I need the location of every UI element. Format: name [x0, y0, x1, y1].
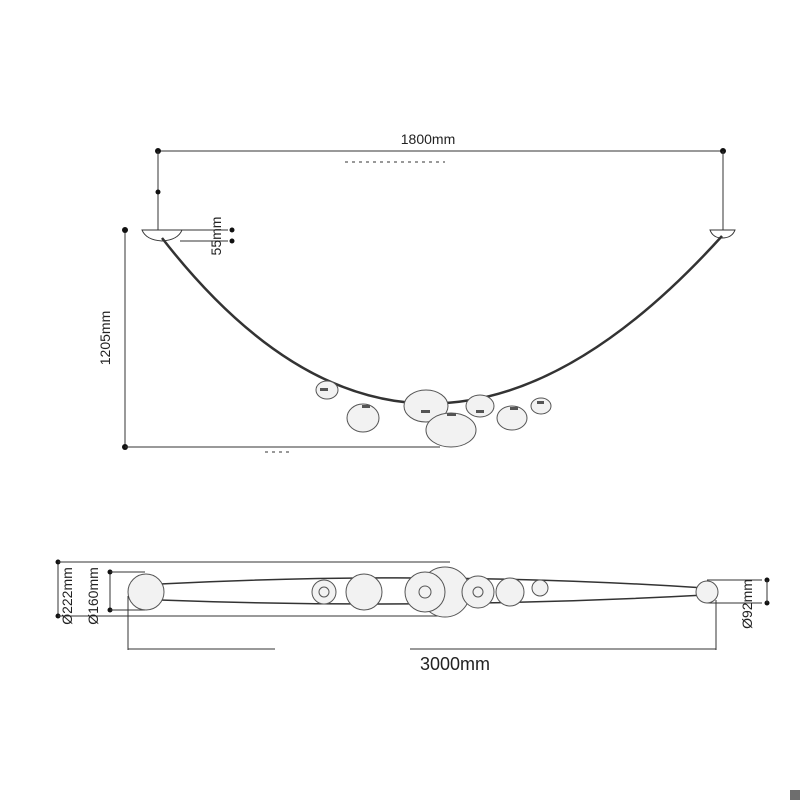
front-globes: [315, 380, 552, 448]
small-diameter-label: Ø92mm: [739, 579, 755, 629]
large-end-globe: [127, 573, 165, 611]
small-diameter-dimension: Ø92mm: [707, 577, 770, 629]
top-globes: [311, 566, 549, 618]
drop-height-label: 1205mm: [97, 311, 113, 365]
globe: [530, 397, 552, 415]
globe: [531, 579, 549, 597]
globe: [425, 412, 477, 448]
globe: [418, 585, 432, 599]
globe: [346, 403, 380, 433]
corner-mark: [790, 790, 800, 800]
globe: [496, 405, 528, 431]
front-view: 1800mm 55mm 1205mm: [97, 131, 736, 453]
globe: [318, 586, 330, 598]
total-length-dimension: 3000mm: [127, 596, 717, 674]
total-length-label: 3000mm: [420, 654, 490, 674]
medium-diameter-label: Ø160mm: [85, 567, 101, 625]
globe: [345, 573, 383, 611]
globe: [495, 577, 525, 607]
top-view: Ø222mm Ø160mm Ø92mm: [55, 559, 770, 674]
left-canopy: [141, 229, 183, 242]
globe: [472, 586, 484, 598]
right-canopy: [709, 229, 736, 239]
drop-height-dimension: 1205mm: [97, 227, 440, 453]
small-end-globe: [695, 580, 719, 604]
globe: [465, 394, 495, 418]
large-diameter-label: Ø222mm: [59, 567, 75, 625]
top-width-label: 1800mm: [401, 131, 455, 147]
globe: [403, 389, 449, 423]
large-diameter-dimension: Ø222mm: [55, 559, 450, 625]
canopy-height-label: 55mm: [208, 217, 224, 256]
curved-rod: [161, 235, 723, 405]
top-width-dimension: 1800mm: [155, 131, 726, 230]
canopy-height-dimension: 55mm: [180, 217, 235, 256]
